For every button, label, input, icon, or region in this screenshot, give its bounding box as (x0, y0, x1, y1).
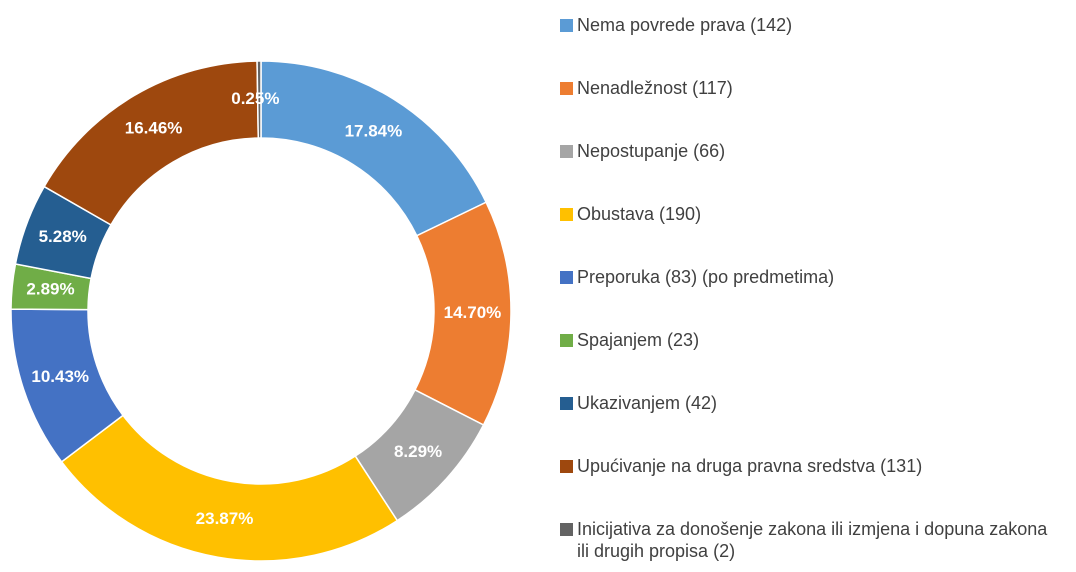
legend: Nema povrede prava (142) Nenadležnost (11… (560, 14, 1060, 572)
legend-swatch (560, 145, 573, 158)
data-label: 17.84% (345, 121, 403, 140)
slice (43, 60, 260, 226)
legend-label: Nenadležnost (117) (577, 78, 733, 98)
data-label: 10.43% (31, 367, 89, 386)
legend-item: Nepostupanje (66) (560, 140, 1060, 203)
legend-item: Inicijativa za donošenje zakona ili izmj… (560, 518, 1060, 572)
data-label: 14.70% (444, 303, 502, 322)
legend-item: Ukazivanjem (42) (560, 392, 1060, 455)
slice (60, 414, 399, 562)
legend-label: Nema povrede prava (142) (577, 15, 793, 35)
legend-item: Nenadležnost (117) (560, 77, 1060, 140)
legend-label: Inicijativa za donošenje zakona ili izmj… (577, 519, 1048, 561)
legend-item: Spajanjem (23) (560, 329, 1060, 392)
legend-swatch (560, 460, 573, 473)
legend-label: Nepostupanje (66) (577, 141, 726, 161)
data-label: 2.89% (26, 280, 74, 299)
data-label: 0.25% (231, 89, 279, 108)
legend-swatch (560, 334, 573, 347)
legend-swatch (560, 19, 573, 32)
legend-label: Upućivanje na druga pravna sredstva (131… (577, 456, 923, 476)
slice (260, 60, 488, 237)
data-label: 23.87% (196, 509, 254, 528)
donut: 17.84% 14.70% 8.29% 23.87% 10.43% 2.89% 5.28% 1… (10, 60, 512, 562)
legend-item: Nema povrede prava (142) (560, 14, 1060, 77)
legend-item: Preporuka (83) (po predmetima) (560, 266, 1060, 329)
legend-swatch (560, 397, 573, 410)
legend-label: Ukazivanjem (42) (577, 393, 718, 413)
legend-swatch (560, 208, 573, 221)
legend-label: Obustava (190) (577, 204, 702, 224)
slice (256, 60, 262, 139)
legend-item: Upućivanje na druga pravna sredstva (131… (560, 455, 1060, 518)
legend-swatch (560, 271, 573, 284)
legend-item: Obustava (190) (560, 203, 1060, 266)
data-label: 5.28% (39, 227, 87, 246)
data-label: 8.29% (394, 442, 442, 461)
legend-swatch (560, 523, 573, 536)
legend-label: Preporuka (83) (po predmetima) (577, 267, 835, 287)
legend-label: Spajanjem (23) (577, 330, 700, 350)
data-label: 16.46% (125, 118, 183, 137)
legend-swatch (560, 82, 573, 95)
